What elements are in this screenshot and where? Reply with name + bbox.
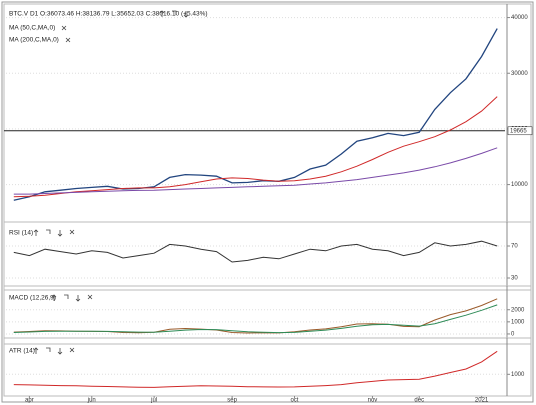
x-tick-label: jul <box>150 398 157 404</box>
y-tick-label: 40000 <box>511 15 528 21</box>
panel-title: RSI (14) <box>9 230 33 237</box>
y-tick-label: 2000 <box>511 307 525 313</box>
y-tick-label: 0 <box>511 332 515 338</box>
series-line <box>13 96 498 198</box>
chart-title: BTC.V D1 O:36073.46 H:38136.79 L:35652.0… <box>9 11 208 18</box>
price-tag-label: 19665 <box>510 128 527 134</box>
panel-border <box>3 337 532 397</box>
y-tick-label: 1000 <box>511 319 525 325</box>
panel-title: MACD (12,26,9) <box>9 295 56 302</box>
y-tick-label: 30000 <box>511 71 528 77</box>
panel-border <box>3 221 532 291</box>
panel-title: ATR (14) <box>9 348 35 355</box>
series-line <box>13 240 498 263</box>
x-tick-label: dec <box>414 398 424 404</box>
icons <box>61 10 189 43</box>
series-line <box>13 350 498 388</box>
legend-entry: MA (200,C,MA,0) <box>9 37 59 44</box>
legend-entry: MA (50,C,MA,0) <box>9 25 55 32</box>
x-tick-label: apr <box>25 398 34 404</box>
x-tick-label: oct <box>290 398 298 404</box>
x-tick-label: nov <box>368 398 378 404</box>
panel-border <box>3 285 532 345</box>
icons <box>33 347 75 355</box>
price-tag <box>507 126 533 136</box>
y-tick-label: 30 <box>511 276 518 282</box>
icons <box>33 229 75 237</box>
series-line <box>13 304 498 334</box>
series-line <box>13 147 498 195</box>
icons <box>51 294 93 302</box>
y-tick-label: 1000 <box>511 372 525 378</box>
series-line <box>13 28 498 201</box>
y-tick-label: 10000 <box>511 182 528 188</box>
x-tick-label: 2021 <box>475 398 489 404</box>
x-tick-label: sep <box>227 398 237 404</box>
x-tick-label: jun <box>87 398 96 404</box>
y-tick-label: 70 <box>511 244 518 250</box>
